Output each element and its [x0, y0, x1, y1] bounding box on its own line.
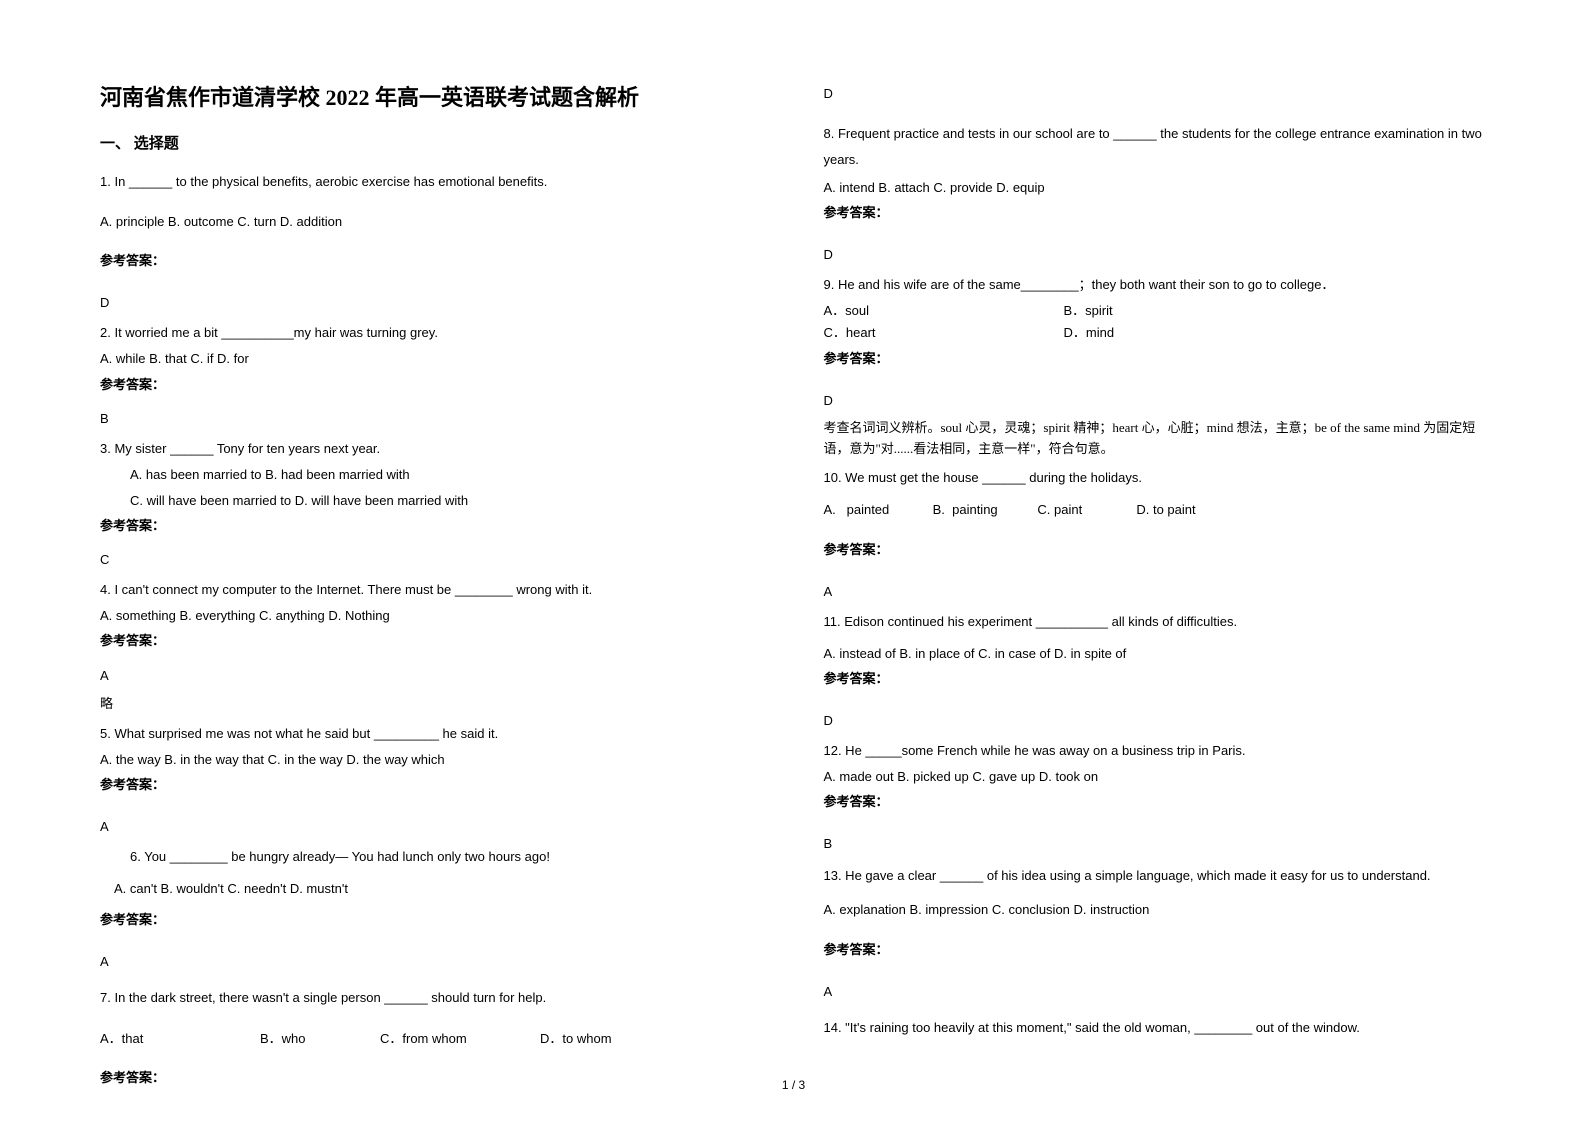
left-column: 河南省焦作市道清学校 2022 年高一英语联考试题含解析 一、 选择题 1. I… — [100, 80, 764, 1097]
q6-answer-label: 参考答案： — [100, 909, 764, 931]
q9-optC: C．heart — [824, 322, 1064, 344]
q9-options: A．soul B．spirit C．heart D．mind — [824, 300, 1488, 344]
q8-text: 8. Frequent practice and tests in our sc… — [824, 121, 1488, 173]
q8-answer: D — [824, 244, 1488, 266]
q3-options-line2: C. will have been married to D. will hav… — [100, 490, 764, 512]
page-container: 河南省焦作市道清学校 2022 年高一英语联考试题含解析 一、 选择题 1. I… — [0, 0, 1587, 1137]
q7-optC: C．from whom — [380, 1028, 540, 1050]
q7-answer: D — [824, 86, 1488, 101]
question-2: 2. It worried me a bit __________my hair… — [100, 322, 764, 429]
q4-note: 略 — [100, 693, 764, 715]
q11-answer: D — [824, 710, 1488, 732]
q12-options: A. made out B. picked up C. gave up D. t… — [824, 766, 1488, 788]
section-header: 一、 选择题 — [100, 132, 764, 153]
question-9: 9. He and his wife are of the same______… — [824, 274, 1488, 459]
q14-text: 14. "It's raining too heavily at this mo… — [824, 1017, 1488, 1039]
q13-answer-label: 参考答案： — [824, 939, 1488, 961]
q4-text: 4. I can't connect my computer to the In… — [100, 579, 764, 601]
q1-answer-label: 参考答案： — [100, 250, 764, 272]
q10-options: A. painted B. painting C. paint D. to pa… — [824, 499, 1488, 521]
q9-optB: B．spirit — [1064, 300, 1113, 322]
q2-options: A. while B. that C. if D. for — [100, 348, 764, 370]
q13-options: A. explanation B. impression C. conclusi… — [824, 899, 1488, 921]
question-7: 7. In the dark street, there wasn't a si… — [100, 981, 764, 1088]
q13-answer: A — [824, 981, 1488, 1003]
q6-answer: A — [100, 951, 764, 973]
q3-answer: C — [100, 549, 764, 571]
q1-answer: D — [100, 292, 764, 314]
q9-text: 9. He and his wife are of the same______… — [824, 274, 1488, 296]
q11-answer-label: 参考答案： — [824, 668, 1488, 690]
q9-optD: D．mind — [1064, 322, 1115, 344]
q9-optA: A．soul — [824, 300, 1064, 322]
q3-text: 3. My sister ______ Tony for ten years n… — [100, 438, 764, 460]
q4-answer-label: 参考答案： — [100, 630, 764, 652]
q10-answer-label: 参考答案： — [824, 539, 1488, 561]
q9-answer-label: 参考答案： — [824, 348, 1488, 370]
q11-text: 11. Edison continued his experiment ____… — [824, 611, 1488, 633]
q7-optA: A．that — [100, 1028, 260, 1050]
q2-text: 2. It worried me a bit __________my hair… — [100, 322, 764, 344]
q13-text: 13. He gave a clear ______ of his idea u… — [824, 863, 1488, 889]
q12-text: 12. He _____some French while he was awa… — [824, 740, 1488, 762]
question-8: 8. Frequent practice and tests in our sc… — [824, 121, 1488, 266]
q7-optB: B．who — [260, 1028, 380, 1050]
question-11: 11. Edison continued his experiment ____… — [824, 611, 1488, 732]
q7-options: A．that B．who C．from whom D．to whom — [100, 1028, 764, 1050]
question-12: 12. He _____some French while he was awa… — [824, 740, 1488, 855]
q2-answer-label: 参考答案： — [100, 374, 764, 396]
question-14: 14. "It's raining too heavily at this mo… — [824, 1011, 1488, 1039]
q1-text: 1. In ______ to the physical benefits, a… — [100, 171, 764, 193]
question-1: 1. In ______ to the physical benefits, a… — [100, 171, 764, 314]
q12-answer: B — [824, 833, 1488, 855]
question-5: 5. What surprised me was not what he sai… — [100, 723, 764, 838]
q5-options: A. the way B. in the way that C. in the … — [100, 749, 764, 771]
q3-answer-label: 参考答案： — [100, 515, 764, 537]
q5-answer-label: 参考答案： — [100, 774, 764, 796]
q10-answer: A — [824, 581, 1488, 603]
q5-text: 5. What surprised me was not what he sai… — [100, 723, 764, 745]
q8-options: A. intend B. attach C. provide D. equip — [824, 177, 1488, 199]
q9-explanation: 考查名词词义辨析。soul 心灵，灵魂；spirit 精神；heart 心，心脏… — [824, 418, 1488, 460]
right-column: D 8. Frequent practice and tests in our … — [824, 80, 1488, 1097]
q4-answer: A — [100, 665, 764, 687]
question-3: 3. My sister ______ Tony for ten years n… — [100, 438, 764, 571]
q11-options: A. instead of B. in place of C. in case … — [824, 643, 1488, 665]
q6-text: 6. You ________ be hungry already— You h… — [100, 846, 764, 868]
q7-answer-label: 参考答案： — [100, 1067, 764, 1089]
q5-answer: A — [100, 816, 764, 838]
q6-options: A. can't B. wouldn't C. needn't D. mustn… — [100, 878, 764, 900]
page-number: 1 / 3 — [782, 1078, 805, 1092]
q7-optD: D．to whom — [540, 1028, 612, 1050]
question-13: 13. He gave a clear ______ of his idea u… — [824, 863, 1488, 1002]
q1-options: A. principle B. outcome C. turn D. addit… — [100, 211, 764, 233]
question-4: 4. I can't connect my computer to the In… — [100, 579, 764, 714]
q12-answer-label: 参考答案： — [824, 791, 1488, 813]
q8-answer-label: 参考答案： — [824, 202, 1488, 224]
q2-answer: B — [100, 408, 764, 430]
q9-answer: D — [824, 390, 1488, 412]
document-title: 河南省焦作市道清学校 2022 年高一英语联考试题含解析 — [100, 80, 764, 112]
question-10: 10. We must get the house ______ during … — [824, 467, 1488, 602]
question-6: 6. You ________ be hungry already— You h… — [100, 846, 764, 973]
q4-options: A. something B. everything C. anything D… — [100, 605, 764, 627]
q10-text: 10. We must get the house ______ during … — [824, 467, 1488, 489]
q7-text: 7. In the dark street, there wasn't a si… — [100, 987, 764, 1009]
q3-options-line1: A. has been married to B. had been marri… — [100, 464, 764, 486]
